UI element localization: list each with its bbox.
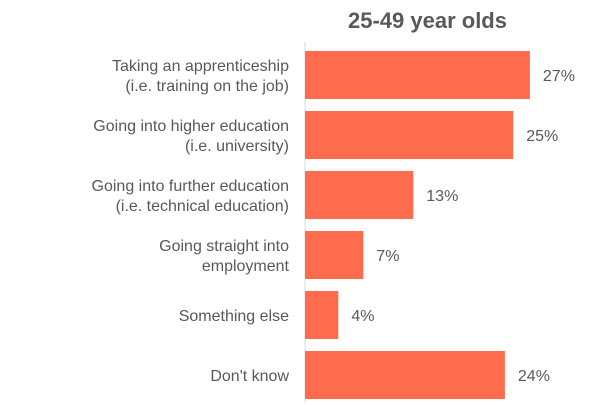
bar-value-label-1: 25% — [526, 128, 558, 145]
bar-3 — [305, 231, 364, 279]
category-label-5: Don't know — [210, 368, 289, 385]
chart-title: 25-49 year olds — [348, 8, 507, 33]
bar-2 — [305, 171, 414, 219]
bar-0 — [305, 51, 530, 99]
category-label-line: (i.e. university) — [185, 138, 289, 155]
bar-value-label-0: 27% — [543, 68, 575, 85]
bar-value-label-5: 24% — [518, 368, 550, 385]
bar-5 — [305, 351, 505, 399]
bar-value-label-3: 7% — [376, 248, 399, 265]
category-label-line: Taking an apprenticeship — [112, 58, 289, 75]
category-label-0: Taking an apprenticeship (i.e. training o… — [112, 58, 289, 95]
bar-value-label-4: 4% — [351, 308, 374, 325]
category-label-line: Going straight into — [159, 238, 289, 255]
category-label-line: employment — [202, 258, 290, 275]
category-label-line: (i.e. technical education) — [116, 198, 289, 215]
bar-value-label-2: 13% — [426, 188, 458, 205]
category-label-line: Don't know — [210, 368, 289, 385]
bar-4 — [305, 291, 339, 339]
category-label-line: Going into further education — [92, 178, 289, 195]
category-label-4: Something else — [179, 308, 289, 325]
category-label-2: Going into further education (i.e. techni… — [92, 178, 289, 215]
category-label-1: Going into higher education (i.e. univers… — [93, 118, 289, 155]
category-label-line: (i.e. training on the job) — [125, 78, 289, 95]
category-label-line: Going into higher education — [93, 118, 289, 135]
bar-1 — [305, 111, 514, 159]
category-label-3: Going straight into employment — [159, 238, 289, 275]
category-label-line: Something else — [179, 308, 289, 325]
